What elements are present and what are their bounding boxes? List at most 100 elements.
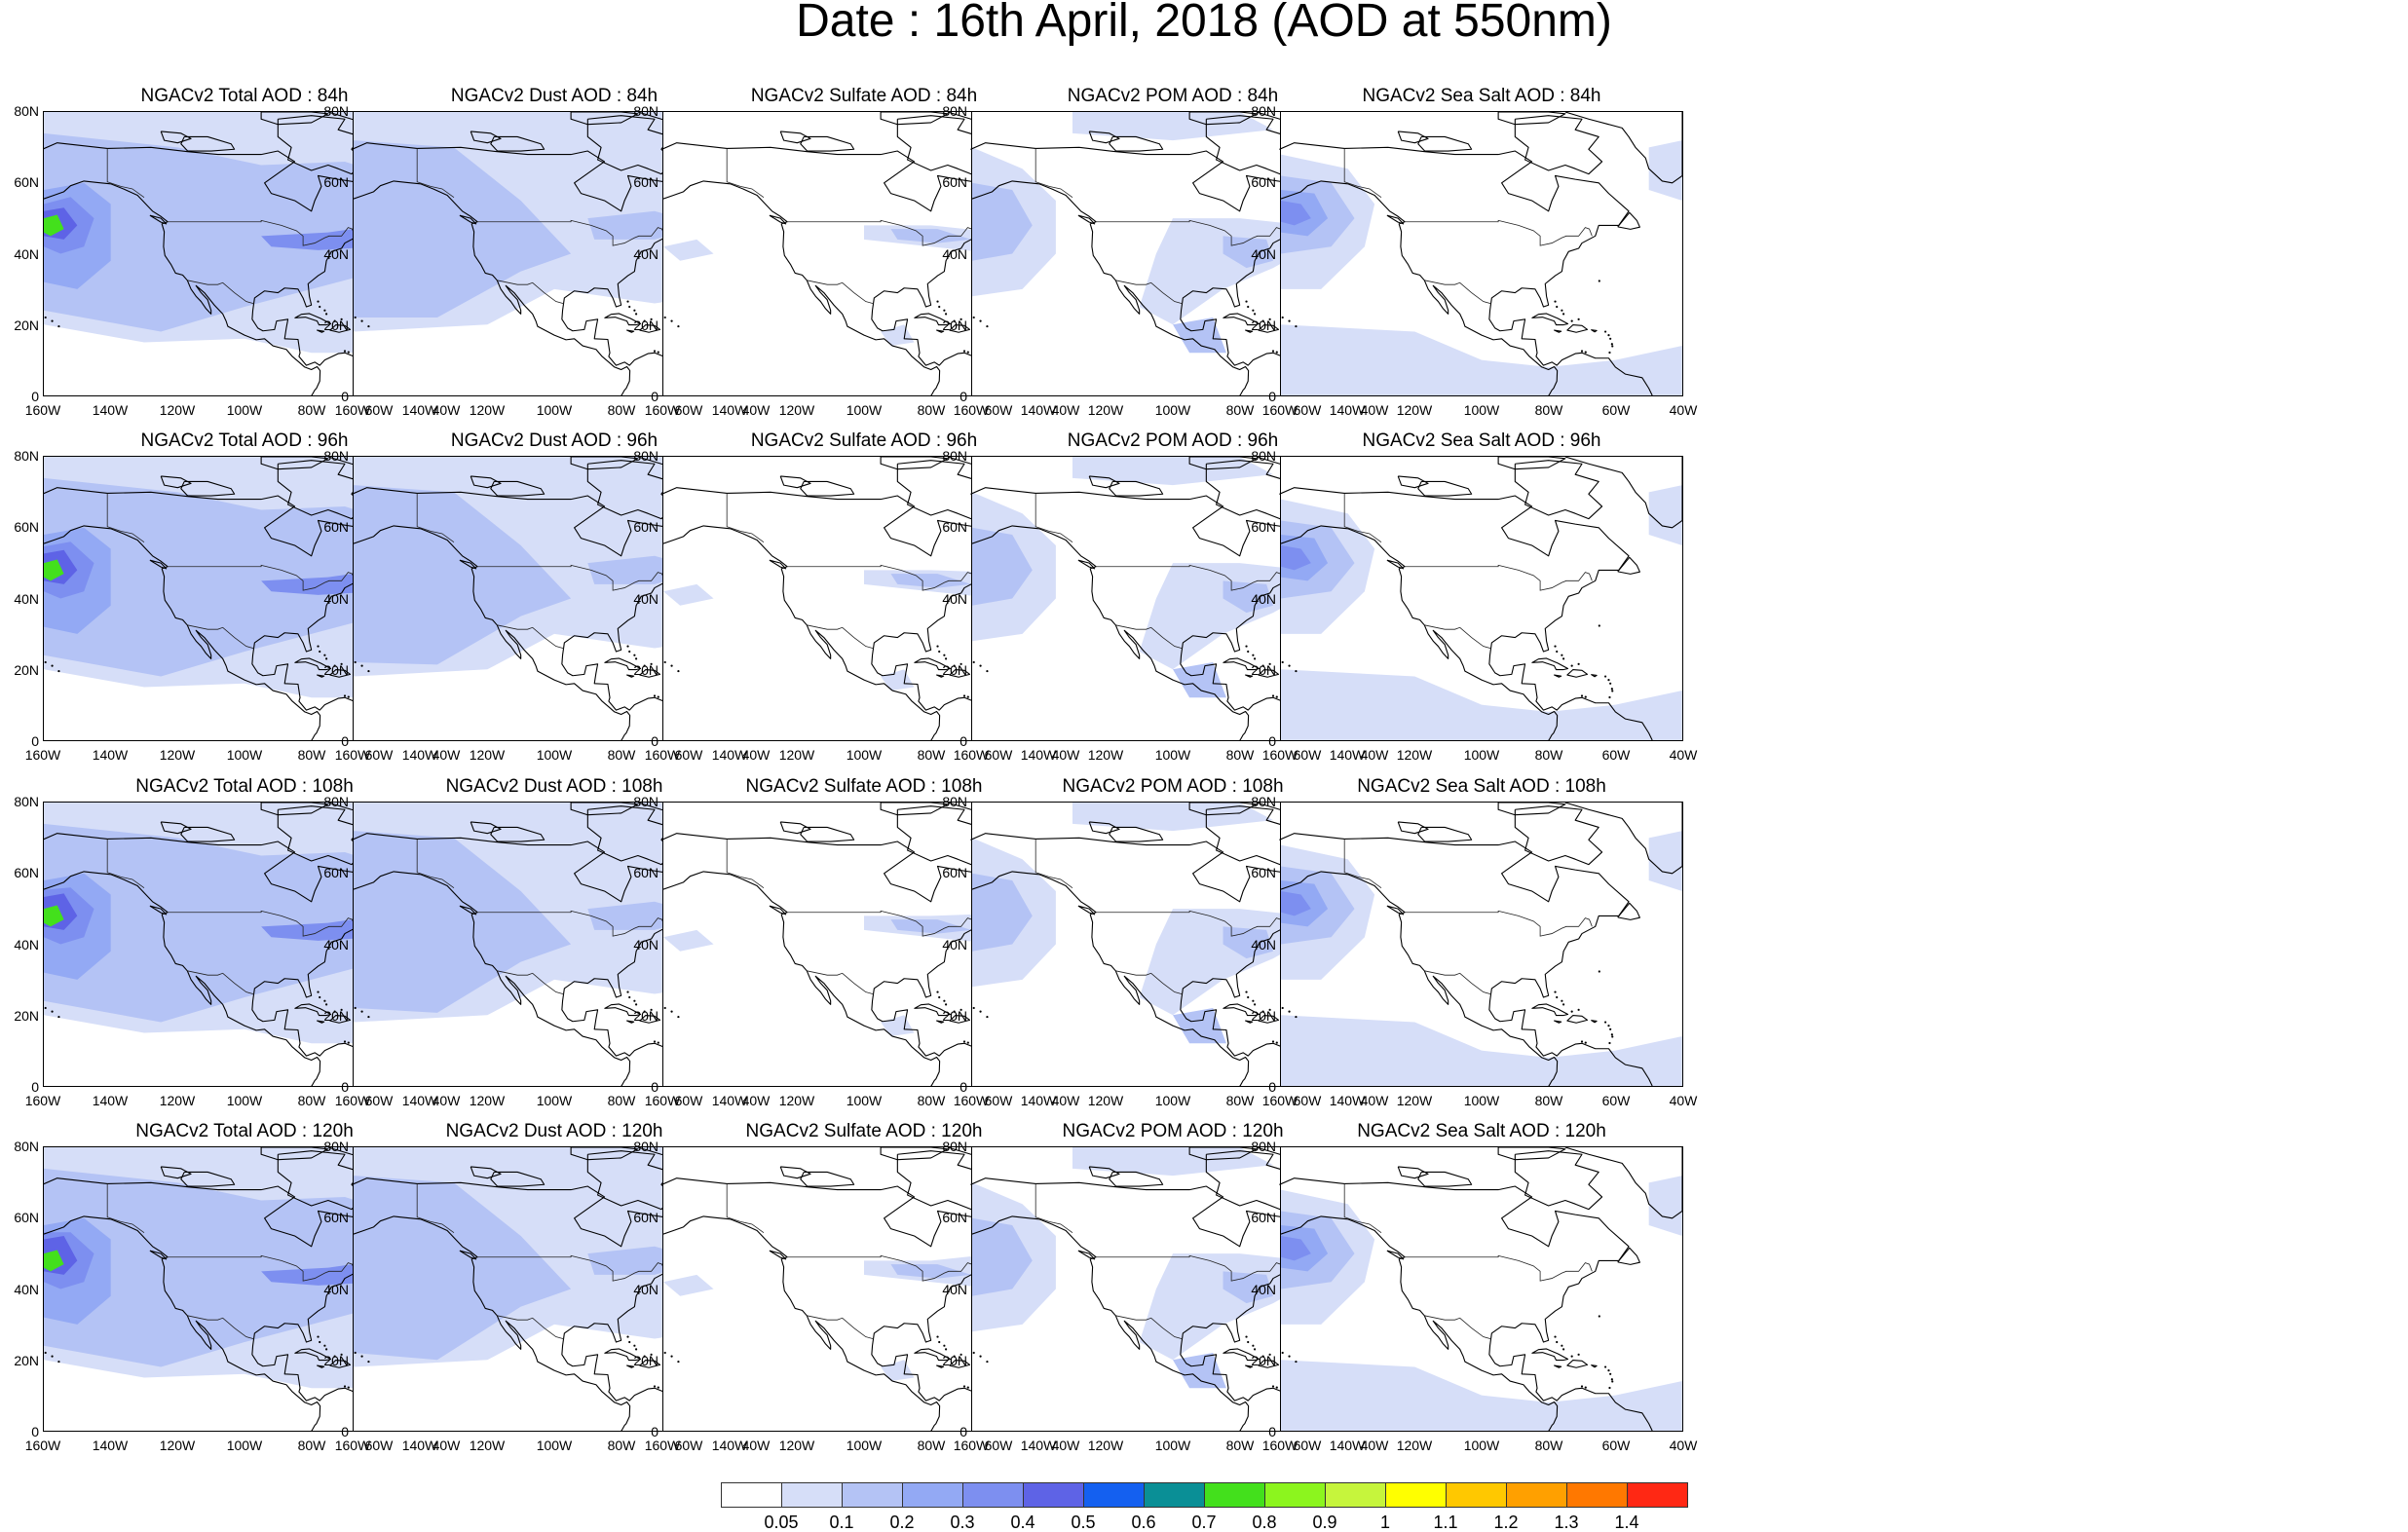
island-dot [360, 319, 363, 322]
lat-tick-label: 40N [323, 245, 349, 262]
aod-field-layer [1281, 485, 1682, 740]
coastline-3 [1109, 826, 1164, 842]
island-outline-0 [604, 313, 642, 326]
lat-tick-label: 80N [1251, 448, 1276, 464]
panel-title: NGACv2 POM AOD : 96h [1067, 430, 1279, 451]
small-islands [1281, 280, 1614, 355]
lon-tick-label: 160W [334, 1438, 371, 1453]
lon-tick-label: 60W [984, 747, 1013, 763]
island-dot [1603, 1021, 1607, 1024]
country-border-layer [1035, 148, 1284, 305]
country-border-layer [416, 1183, 665, 1340]
lat-tick-label: 0 [1268, 1079, 1276, 1095]
lat-tick-label: 80N [323, 794, 349, 809]
country-border-layer [1343, 839, 1593, 995]
lat-tick-label: 80N [942, 103, 967, 119]
country-border-1 [1035, 493, 1073, 543]
island-dot [1577, 1008, 1580, 1011]
aod-map [1281, 457, 1682, 740]
island-dot [653, 694, 657, 697]
coastline-5 [779, 1166, 811, 1179]
aod-contour-5 [44, 905, 64, 927]
island-dot [633, 654, 636, 656]
country-border-layer [1343, 148, 1593, 305]
lon-tick-label: 120W [159, 1093, 196, 1108]
island-dot [1611, 1380, 1614, 1383]
lat-tick-label: 0 [651, 389, 658, 404]
colorbar-swatch [1506, 1482, 1567, 1508]
lon-tick-label: 120W [1396, 1438, 1433, 1453]
island-dot [1608, 1041, 1611, 1045]
country-border-layer [1035, 839, 1284, 995]
island-dot [626, 990, 629, 993]
island-dot [57, 1015, 60, 1019]
aod-contour-4 [1072, 112, 1273, 141]
island-dot [677, 669, 680, 673]
aod-contour-5 [1648, 831, 1682, 891]
island-dot [360, 1010, 363, 1013]
island-dot [1577, 318, 1580, 320]
aod-field-layer [972, 803, 1324, 1044]
island-outline-0 [1531, 313, 1569, 326]
island-dot [1561, 1348, 1565, 1351]
lon-tick-label: 100W [226, 1093, 263, 1108]
lat-tick-label: 40N [633, 1281, 658, 1297]
map-panel-total-96h: NGACv2 Total AOD : 96h 80N 60N 40N 20N 0 160W 1… [0, 430, 468, 776]
island-outline-2 [1553, 329, 1562, 333]
lon-tick-label: 100W [846, 747, 883, 763]
coastline-3 [180, 826, 236, 842]
colorbar-label: 0.4 [1010, 1513, 1035, 1532]
lon-tick-label: 140W [711, 1093, 748, 1108]
lat-tick-label: 60N [633, 174, 658, 191]
lon-tick-label: 140W [92, 402, 129, 418]
lon-tick-label: 160W [953, 1093, 990, 1108]
panel-title: NGACv2 Dust AOD : 108h [445, 776, 663, 797]
colorbar-swatch [962, 1482, 1024, 1508]
coastline-8 [149, 905, 168, 915]
coastline-2 [1205, 115, 1295, 175]
island-dot [972, 316, 975, 319]
lon-tick-label: 80W [1534, 402, 1563, 418]
island-dot [367, 324, 370, 328]
aod-contour-1 [890, 574, 971, 588]
island-dot [953, 1010, 956, 1013]
island-dot [340, 662, 343, 665]
lon-tick-label: 60W [674, 747, 703, 763]
lon-tick-label: 40W [741, 1438, 771, 1453]
lat-tick-label: 60N [942, 174, 967, 191]
island-outline-1 [1566, 669, 1589, 678]
aod-contour-4 [1281, 669, 1682, 740]
coastline-5 [160, 475, 192, 489]
island-dot [979, 664, 982, 667]
aod-contour-1 [972, 182, 1033, 261]
island-dot [1570, 1010, 1573, 1013]
island-dot [44, 316, 47, 319]
country-border-0 [1405, 910, 1593, 937]
island-dot [1570, 319, 1573, 322]
lon-tick-label: 40W [432, 1438, 461, 1453]
coastline-1 [44, 1215, 321, 1431]
coastline-4 [1497, 112, 1566, 126]
coastline-2 [1514, 1150, 1603, 1211]
coastline-layer [1281, 803, 1682, 1086]
panel-title: NGACv2 Sulfate AOD : 96h [750, 430, 978, 451]
coastline-5 [1088, 1166, 1120, 1179]
lon-tick-label: 60W [1293, 1438, 1322, 1453]
island-dot [319, 1340, 321, 1344]
aod-contour-2 [1139, 909, 1324, 1016]
coastline-1 [972, 1215, 1250, 1431]
map-plot-area [1280, 456, 1683, 741]
coastline-4 [260, 112, 329, 126]
coastline-8 [149, 559, 168, 570]
country-border-2 [1115, 280, 1183, 305]
island-dot [634, 313, 638, 316]
lon-tick-label: 80W [1225, 747, 1255, 763]
lat-tick-label: 20N [14, 1007, 39, 1024]
country-border-layer [1343, 493, 1593, 650]
aod-contour-1 [354, 831, 572, 1013]
lon-tick-label: 80W [917, 1093, 946, 1108]
lon-tick-label: 60W [674, 1438, 703, 1453]
coastline-5 [1088, 131, 1120, 144]
lat-tick-label: 80N [14, 1139, 39, 1154]
aod-contour-2 [663, 1274, 714, 1296]
